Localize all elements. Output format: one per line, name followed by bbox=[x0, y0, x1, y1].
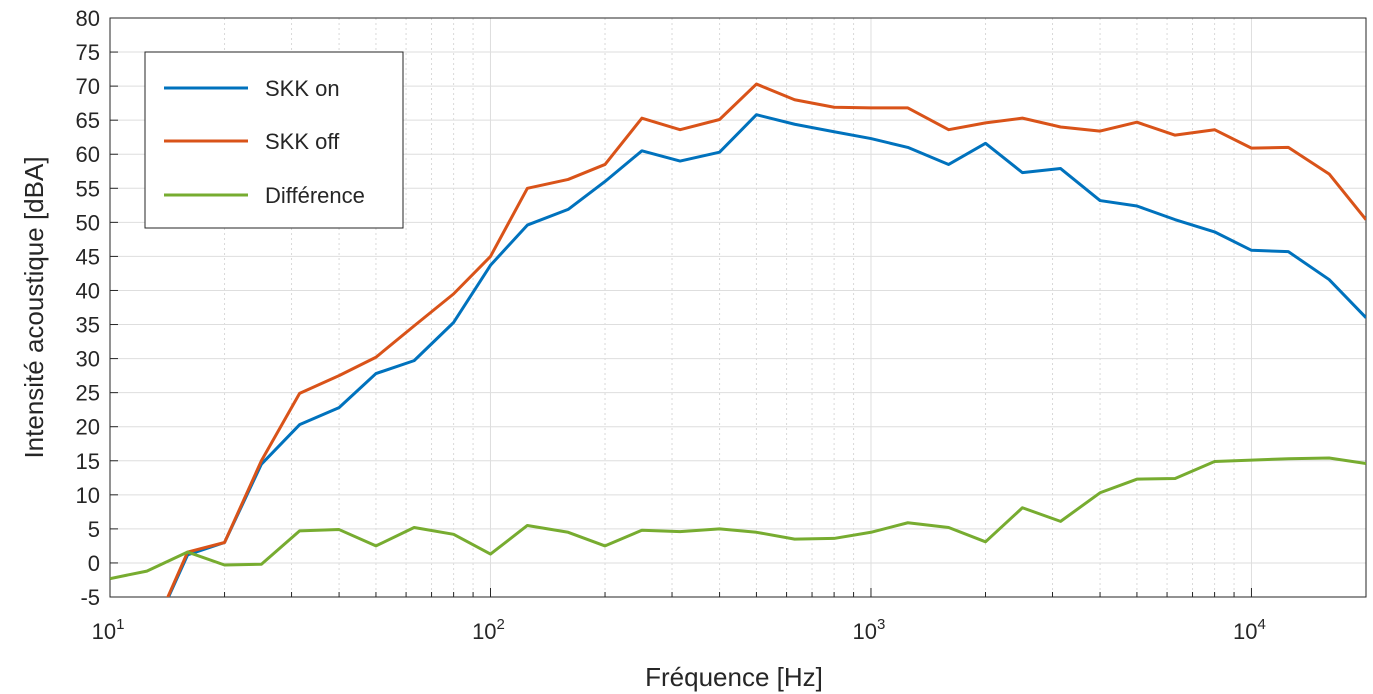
y-tick-label: 25 bbox=[76, 381, 100, 406]
legend-label-skk-on: SKK on bbox=[265, 76, 340, 101]
x-tick-exponent: 3 bbox=[877, 616, 885, 633]
x-tick-base: 10 bbox=[472, 619, 496, 644]
series-line-skk-on bbox=[166, 113, 1366, 597]
x-tick-exponent: 2 bbox=[497, 616, 505, 633]
y-tick-label: 45 bbox=[76, 244, 100, 269]
y-tick-label: 65 bbox=[76, 108, 100, 133]
legend: SKK on SKK off Différence bbox=[144, 51, 404, 229]
y-tick-label: 5 bbox=[88, 517, 100, 542]
x-tick-base: 10 bbox=[92, 619, 116, 644]
y-tick-label: 15 bbox=[76, 449, 100, 474]
x-tick-label: 101 bbox=[92, 616, 125, 644]
plot-area-frame bbox=[109, 17, 1367, 598]
y-tick-label: 60 bbox=[76, 142, 100, 167]
y-tick-label: 0 bbox=[88, 551, 100, 576]
series-line-skk-off bbox=[166, 82, 1366, 597]
series-line-difference bbox=[110, 456, 1366, 581]
y-tick-label: 75 bbox=[76, 40, 100, 65]
legend-label-difference: Différence bbox=[265, 183, 365, 208]
data-series bbox=[110, 82, 1366, 597]
y-tick-label: 50 bbox=[76, 210, 100, 235]
y-axis-label: Intensité acoustique [dBA] bbox=[19, 156, 49, 458]
y-tick-label: 55 bbox=[76, 176, 100, 201]
x-tick-exponent: 1 bbox=[116, 616, 124, 633]
x-axis-label: Fréquence [Hz] bbox=[645, 662, 823, 692]
x-tick-exponent: 4 bbox=[1258, 616, 1266, 633]
x-tick-base: 10 bbox=[1233, 619, 1257, 644]
y-tick-label: -5 bbox=[80, 585, 100, 610]
x-tick-label: 103 bbox=[853, 616, 886, 644]
y-tick-label: 35 bbox=[76, 313, 100, 338]
y-tick-label: 20 bbox=[76, 415, 100, 440]
y-tick-label: 70 bbox=[76, 74, 100, 99]
y-tick-label: 10 bbox=[76, 483, 100, 508]
x-tick-label: 102 bbox=[472, 616, 505, 644]
x-tick-base: 10 bbox=[853, 619, 877, 644]
x-tick-label: 104 bbox=[1233, 616, 1266, 644]
legend-label-skk-off: SKK off bbox=[265, 129, 340, 154]
y-tick-label: 40 bbox=[76, 278, 100, 303]
y-tick-label: 80 bbox=[76, 6, 100, 31]
y-tick-label: 30 bbox=[76, 347, 100, 372]
